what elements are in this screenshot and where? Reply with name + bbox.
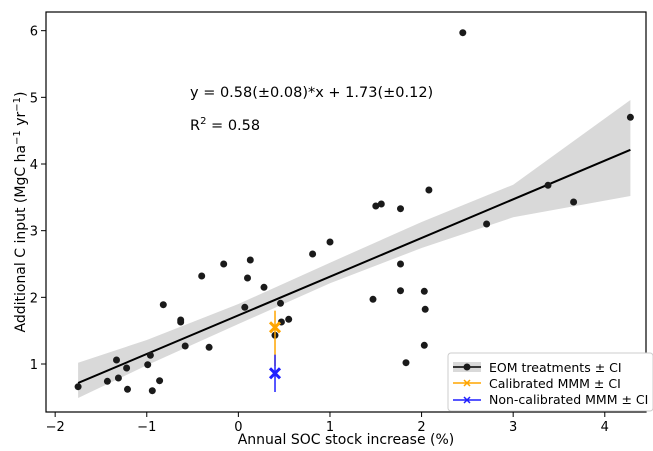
ylabel-exp2: −1 [12, 97, 23, 112]
legend-label-calibrated: Calibrated MMM ± CI [489, 376, 621, 391]
legend-entry-eom: EOM treatments ± CI [453, 360, 622, 375]
plot-frame [45, 11, 647, 413]
legend: EOM treatments ± CI Calibrated MMM ± CI … [447, 352, 653, 412]
data-point [544, 181, 552, 189]
r2-value: = 0.58 [206, 118, 260, 134]
data-point [570, 198, 578, 206]
legend-marker-calibrated [463, 379, 471, 387]
x-tick-label: 1 [326, 420, 334, 435]
noncalibrated-marker [268, 367, 282, 380]
data-point [397, 205, 404, 213]
y-tick-label: 2 [30, 291, 38, 306]
regression-equation: y = 0.58(±0.08)*x + 1.73(±0.12) [190, 85, 433, 101]
legend-entry-calibrated: Calibrated MMM ± CI [453, 376, 621, 391]
data-point [420, 341, 428, 349]
x-axis-label: Annual SOC stock increase (%) [238, 432, 455, 448]
data-point [425, 186, 433, 194]
data-point [421, 305, 429, 313]
plot-area [74, 29, 634, 398]
data-point [103, 377, 111, 385]
legend-entry-noncalibrated: Non-calibrated MMM ± CI [453, 392, 648, 407]
r2-prefix: R [190, 118, 200, 134]
data-point [123, 364, 131, 372]
y-tick-label: 4 [30, 158, 38, 173]
data-point [114, 374, 122, 382]
data-point [198, 272, 206, 280]
x-tick-label: 3 [509, 420, 517, 435]
data-point [397, 260, 404, 268]
x-tick-label: 2 [417, 420, 425, 435]
data-point [402, 359, 410, 367]
legend-marker-noncalibrated [463, 396, 471, 404]
r2-superscript: 2 [200, 116, 206, 127]
data-point [144, 361, 152, 369]
calibrated-marker [268, 321, 282, 334]
y-axis: 1 2 3 4 5 6 [30, 25, 46, 373]
y-tick-label: 3 [30, 225, 38, 240]
data-point [220, 260, 228, 268]
legend-label-eom: EOM treatments ± CI [489, 360, 622, 375]
data-point [260, 283, 268, 291]
x-tick-label: 4 [601, 420, 609, 435]
confidence-band [78, 100, 631, 398]
ylabel-main: Additional C input (MgC ha [13, 145, 29, 333]
data-point [181, 342, 189, 350]
r-squared-label: R2 = 0.58 [190, 116, 260, 134]
x-axis: −2 −1 0 1 2 3 4 [46, 412, 609, 435]
legend-marker-eom [463, 363, 471, 371]
x-tick-label: −2 [46, 420, 65, 435]
y-tick-label: 5 [30, 91, 38, 106]
data-point [205, 343, 213, 351]
ylabel-end: ) [13, 92, 29, 97]
data-point [177, 318, 185, 326]
x-tick-label: 0 [234, 420, 242, 435]
data-point [277, 299, 284, 307]
data-point [377, 200, 385, 208]
data-point [397, 287, 404, 295]
data-point [285, 315, 293, 323]
data-point [369, 295, 377, 303]
data-point [159, 301, 167, 309]
regression-line [77, 148, 631, 384]
data-point [244, 274, 251, 282]
legend-label-noncalibrated: Non-calibrated MMM ± CI [489, 392, 648, 407]
ylabel-exp1: −1 [12, 130, 23, 145]
data-point [459, 29, 467, 37]
data-point [146, 351, 154, 359]
data-point [156, 377, 164, 385]
ylabel-mid: yr [13, 111, 29, 130]
data-point [420, 287, 428, 295]
data-point [326, 238, 334, 246]
y-axis-label: Additional C input (MgC ha−1 yr−1) [12, 92, 29, 333]
data-point [372, 202, 380, 210]
y-tick-label: 1 [30, 358, 38, 373]
data-point [148, 387, 156, 395]
data-point [74, 383, 82, 391]
data-point [483, 220, 491, 228]
x-tick-label: −1 [137, 420, 156, 435]
data-point [309, 250, 317, 258]
data-point [246, 256, 254, 264]
data-point [241, 303, 249, 311]
data-point [113, 356, 120, 364]
data-point [626, 113, 634, 121]
legend-box [447, 352, 653, 412]
data-point [124, 385, 131, 393]
y-tick-label: 6 [30, 25, 38, 40]
